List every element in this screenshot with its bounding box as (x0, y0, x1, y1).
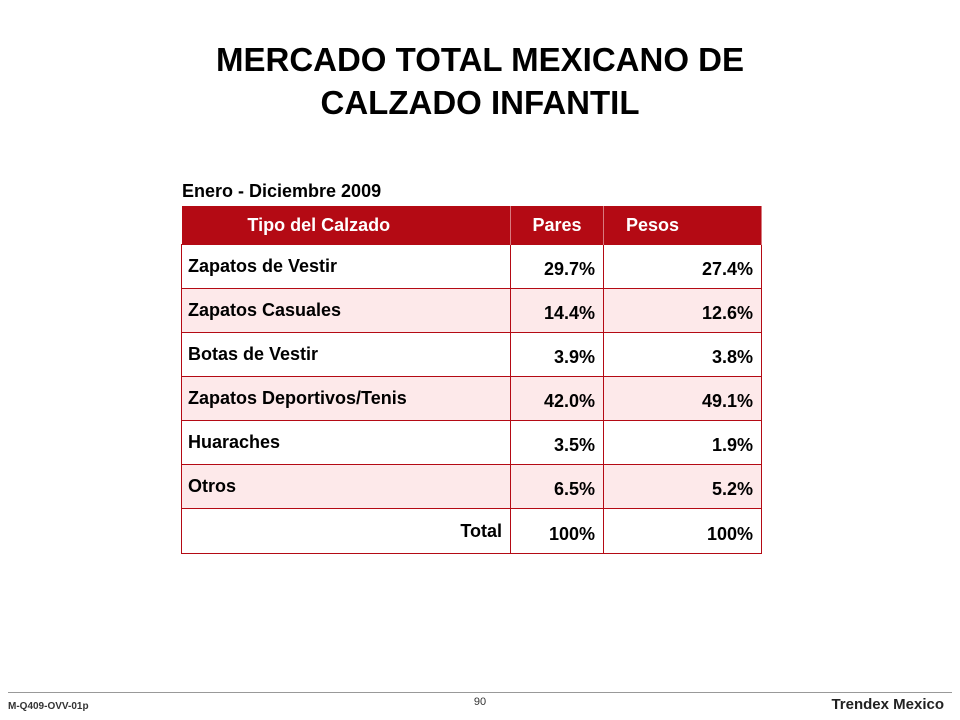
row-pesos: 3.8% (603, 332, 762, 377)
row-pares: 3.5% (510, 420, 604, 465)
header-tipo: Tipo del Calzado (181, 206, 511, 245)
row-label: Zapatos Casuales (181, 288, 511, 333)
table-row: Zapatos Casuales 14.4% 12.6% (181, 288, 762, 333)
row-pares: 42.0% (510, 376, 604, 421)
row-pares: 3.9% (510, 332, 604, 377)
row-label: Zapatos Deportivos/Tenis (181, 376, 511, 421)
row-pesos: 12.6% (603, 288, 762, 333)
header-pesos: Pesos (603, 206, 762, 245)
header-pares: Pares (510, 206, 604, 245)
period-subtitle: Enero - Diciembre 2009 (182, 181, 382, 201)
row-label: Zapatos de Vestir (181, 244, 511, 289)
row-label: Huaraches (181, 420, 511, 465)
table-row: Zapatos Deportivos/Tenis 42.0% 49.1% (181, 376, 762, 421)
table-row: Zapatos de Vestir 29.7% 27.4% (181, 244, 762, 289)
total-label: Total (181, 508, 511, 554)
document-code: M-Q409-OVV-01p (8, 701, 89, 712)
row-pares: 6.5% (510, 464, 604, 509)
table-header-row: Tipo del Calzado Pares Pesos (181, 206, 762, 245)
brand-name: Trendex Mexico (831, 696, 944, 713)
table-row: Huaraches 3.5% 1.9% (181, 420, 762, 465)
row-label: Botas de Vestir (181, 332, 511, 377)
row-pesos: 49.1% (603, 376, 762, 421)
row-pesos: 27.4% (603, 244, 762, 289)
title-line-1: MERCADO TOTAL MEXICANO DE (215, 41, 745, 78)
row-pesos: 5.2% (603, 464, 762, 509)
table-row: Otros 6.5% 5.2% (181, 464, 762, 509)
total-pares: 100% (510, 508, 604, 554)
table-total-row: Total 100% 100% (181, 508, 762, 554)
row-pares: 29.7% (510, 244, 604, 289)
page-title: MERCADO TOTAL MEXICANO DE CALZADO INFANT… (0, 38, 960, 124)
table-row: Botas de Vestir 3.9% 3.8% (181, 332, 762, 377)
total-pesos: 100% (603, 508, 762, 554)
row-pesos: 1.9% (603, 420, 762, 465)
footwear-market-table: Tipo del Calzado Pares Pesos Zapatos de … (181, 206, 762, 554)
footer-divider (8, 692, 952, 693)
row-label: Otros (181, 464, 511, 509)
page-number: 90 (473, 696, 487, 708)
row-pares: 14.4% (510, 288, 604, 333)
title-line-2: CALZADO INFANTIL (320, 84, 640, 121)
